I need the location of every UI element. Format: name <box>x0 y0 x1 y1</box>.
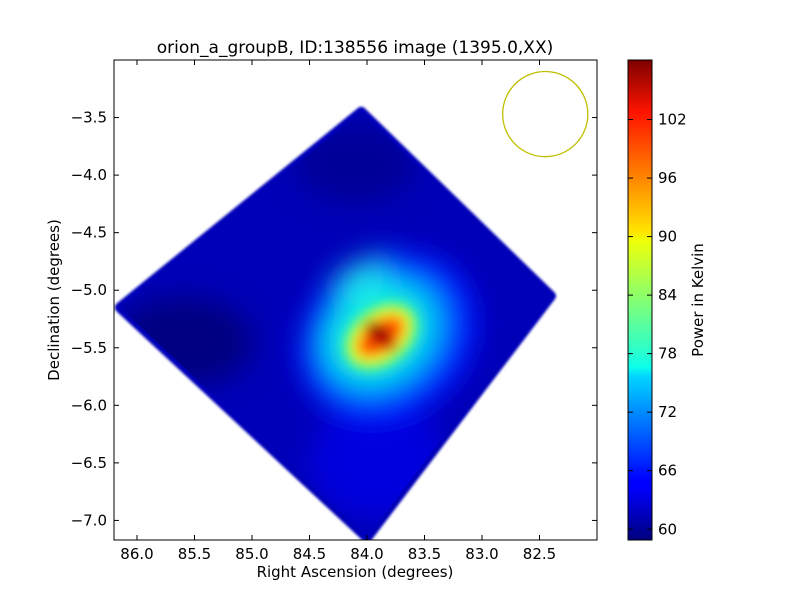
emission-layers <box>119 123 478 518</box>
y-tick-label: −6.0 <box>71 396 107 414</box>
colorbar-tick-label: 90 <box>658 228 677 246</box>
plot-frame <box>113 59 598 541</box>
colorbar-tick-label: 78 <box>658 345 677 363</box>
x-tick-label: 83.0 <box>465 545 498 563</box>
x-tick-label: 85.0 <box>235 545 268 563</box>
colorbar-tick-label: 60 <box>658 520 677 538</box>
y-tick-label: −4.5 <box>71 224 107 242</box>
x-tick-label: 85.5 <box>178 545 211 563</box>
colorbar-frame <box>627 59 653 541</box>
colorbar-tick-label: 84 <box>658 286 677 304</box>
y-tick-label: −5.0 <box>71 281 107 299</box>
x-tick-label: 82.5 <box>523 545 556 563</box>
y-tick-label: −6.5 <box>71 454 107 472</box>
y-tick-label: −3.5 <box>71 109 107 127</box>
low-region <box>295 123 416 204</box>
y-tick-label: −5.5 <box>71 339 107 357</box>
x-tick-label: 84.5 <box>293 545 326 563</box>
x-tick-label: 84.0 <box>350 545 383 563</box>
colorbar-tick-label: 72 <box>658 403 677 421</box>
y-axis: −3.5 −4.0 −4.5 −5.0 −5.5 −6.0 −6.5 −7.0 <box>71 109 597 529</box>
chart-title: orion_a_groupB, ID:138556 image (1395.0,… <box>157 38 553 58</box>
core-layers <box>344 303 417 370</box>
y-axis-label: Declination (degrees) <box>45 219 63 381</box>
colorbar-ticks: 60 66 72 78 84 90 96 102 <box>628 111 687 538</box>
x-axis-label: Right Ascension (degrees) <box>257 563 454 581</box>
halo-spur <box>336 260 387 298</box>
colorbar-gradient <box>628 60 652 540</box>
colorbar-tick-label: 96 <box>658 169 677 187</box>
x-tick-label: 86.0 <box>120 545 153 563</box>
colorbar-label: Power in Kelvin <box>689 243 707 357</box>
y-tick-label: −4.0 <box>71 166 107 184</box>
heatmap-image <box>114 106 556 540</box>
peak <box>368 322 390 342</box>
beam-circle-outline <box>502 70 589 158</box>
y-tick-label: −7.0 <box>71 511 107 529</box>
x-tick-label: 83.5 <box>408 545 441 563</box>
low-region <box>119 297 253 388</box>
beam-circle <box>502 70 589 158</box>
x-axis: 86.0 85.5 85.0 84.5 84.0 83.5 83.0 82.5 <box>120 60 556 563</box>
colorbar-tick-label: 66 <box>658 462 677 480</box>
colorbar: 60 66 72 78 84 90 96 102 Power in Kelvin <box>627 59 707 541</box>
colorbar-tick-label: 102 <box>658 111 687 129</box>
